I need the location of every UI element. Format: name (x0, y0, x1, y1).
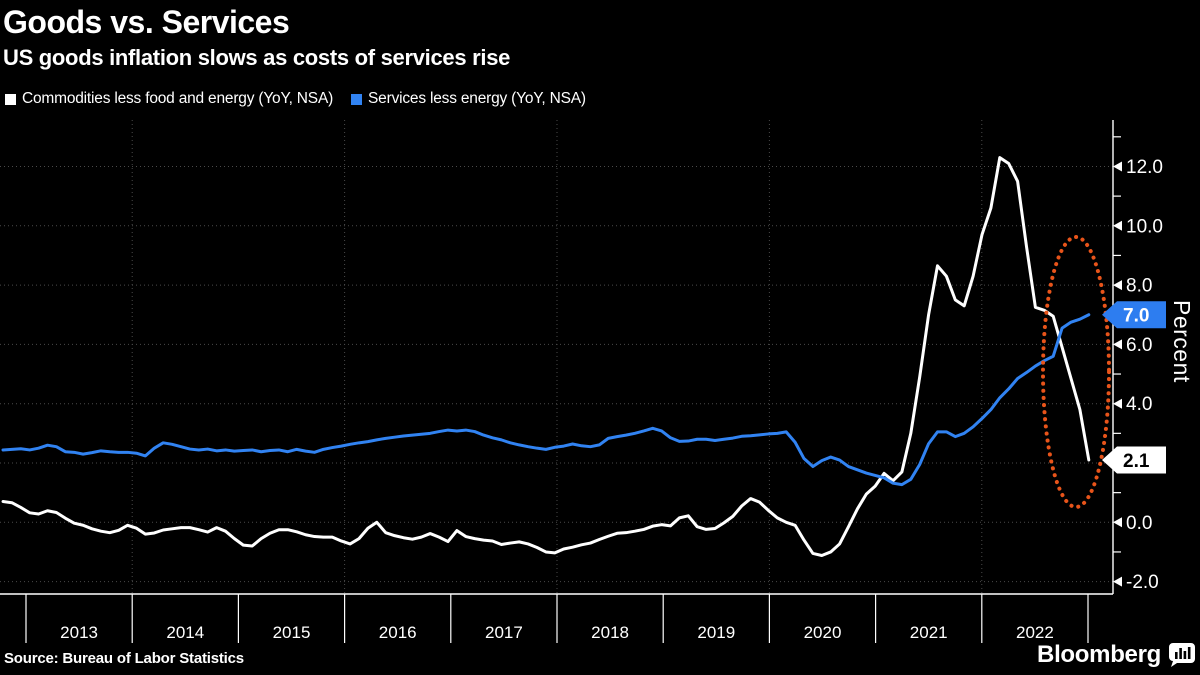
y-tick-arrow (1113, 398, 1122, 409)
y-callout-label: 2.1 (1123, 451, 1150, 472)
x-year-label: 2019 (697, 623, 735, 642)
y-callout-label: 7.0 (1123, 306, 1149, 327)
y-tick-arrow (1113, 517, 1122, 528)
legend: Commodities less food and energy (YoY, N… (5, 90, 586, 108)
bloomberg-wordmark: Bloomberg (1037, 641, 1161, 668)
series-services-line (1, 313, 1091, 487)
y-axis-title: Percent (1169, 300, 1195, 383)
y-tick-arrow (1113, 220, 1122, 231)
legend-item-services: Services less energy (YoY, NSA) (351, 90, 586, 108)
x-year-label: 2018 (591, 623, 629, 642)
series-commodities-line (1, 156, 1091, 558)
x-year-label: 2017 (485, 623, 523, 642)
y-tick-label: 0.0 (1126, 513, 1152, 534)
legend-swatch-services (351, 93, 363, 105)
legend-item-commodities: Commodities less food and energy (YoY, N… (5, 90, 333, 108)
annotation-ellipse (1041, 235, 1111, 509)
x-year-label: 2022 (1016, 623, 1054, 642)
y-tick-label: 4.0 (1126, 394, 1152, 415)
y-tick-arrow (1113, 576, 1122, 587)
x-year-label: 2015 (273, 623, 311, 642)
page-title: Goods vs. Services (3, 4, 290, 40)
y-tick-arrow (1113, 339, 1122, 350)
y-tick-label: 10.0 (1126, 216, 1163, 237)
y-tick-arrow (1113, 280, 1122, 291)
x-year-label: 2013 (60, 623, 98, 642)
y-tick-label: 6.0 (1126, 335, 1152, 356)
legend-label-services: Services less energy (YoY, NSA) (368, 90, 586, 107)
legend-swatch-commodities (5, 93, 16, 105)
y-callout-7.0 (1102, 301, 1166, 329)
source-note: Source: Bureau of Labor Statistics (4, 650, 244, 667)
y-tick-label: 12.0 (1126, 157, 1163, 178)
y-tick-label: 8.0 (1126, 276, 1152, 297)
x-year-label: 2014 (166, 623, 204, 642)
bloomberg-terminal-icon (1169, 643, 1195, 667)
bloomberg-logo: Bloomberg (1037, 641, 1195, 669)
legend-label-commodities: Commodities less food and energy (YoY, N… (22, 90, 334, 107)
page-subtitle: US goods inflation slows as costs of ser… (3, 45, 511, 70)
x-year-label: 2016 (379, 623, 417, 642)
y-tick-label: -2.0 (1126, 572, 1159, 593)
x-year-label: 2020 (804, 623, 842, 642)
y-callout-2.1 (1102, 446, 1166, 474)
x-year-label: 2021 (910, 623, 948, 642)
y-tick-arrow (1113, 161, 1122, 172)
